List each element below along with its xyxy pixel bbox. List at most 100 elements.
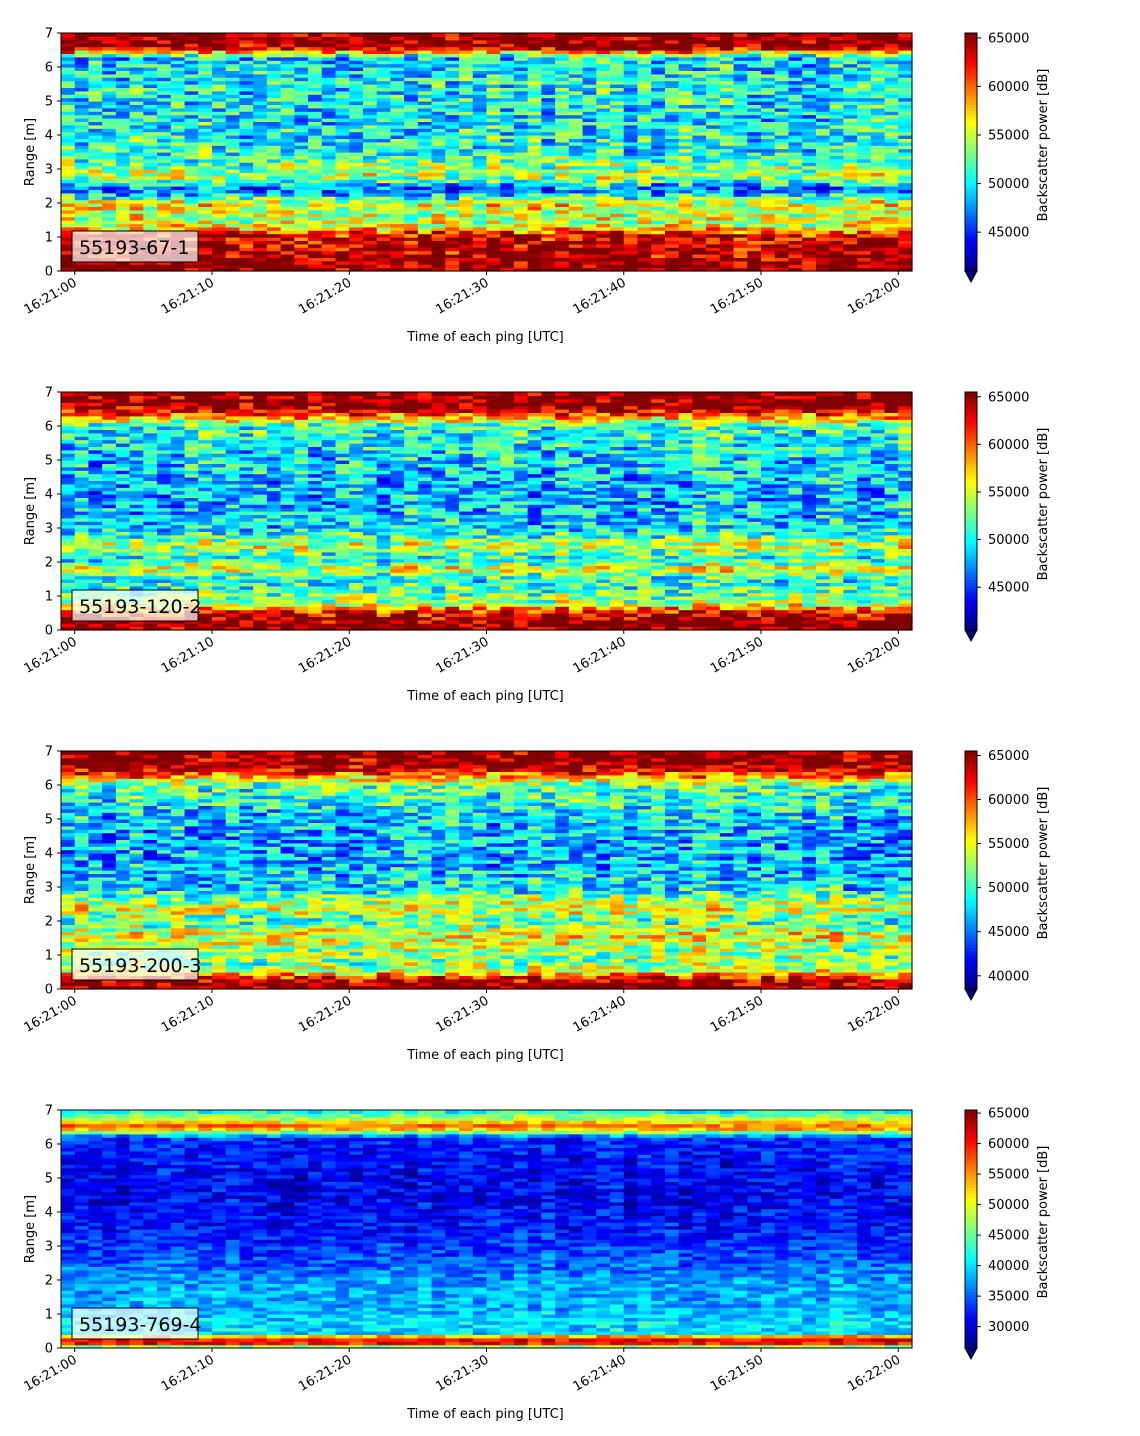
heatmap-cell [843,121,858,126]
heatmap-cell [102,572,117,577]
heatmap-cell [596,97,611,102]
heatmap-cell [129,460,144,464]
heatmap-cell [513,192,529,197]
heatmap-cell [486,199,501,204]
heatmap-cell [843,243,858,248]
heatmap-cell [610,135,625,139]
heatmap-cell [596,36,611,41]
heatmap-cell [610,196,625,201]
heatmap-cell [74,131,90,136]
heatmap-cell [239,145,254,150]
heatmap-cell [143,63,158,68]
heatmap-cell [445,250,460,255]
heatmap-cell [472,209,488,214]
heatmap-cell [596,39,611,44]
heatmap-cell [857,73,872,78]
heatmap-cell [459,206,474,211]
heatmap-cell [417,230,433,235]
heatmap-cell [280,162,295,167]
heatmap-cell [74,155,90,160]
heatmap-cell [280,264,295,269]
heatmap-cell [404,50,419,54]
heatmap-cell [582,43,597,48]
heatmap-cell [610,87,625,92]
heatmap-cell [404,145,419,150]
heatmap-cell [102,63,117,68]
heatmap-cell [239,172,254,177]
heatmap-cell [404,46,419,51]
heatmap-cell [431,240,446,245]
heatmap-cell [157,155,172,160]
heatmap-cell [692,237,707,241]
heatmap-cell [459,257,474,262]
heatmap-cell [692,206,707,211]
heatmap-cell [706,135,721,139]
heatmap-cell [129,395,144,400]
heatmap-cell [198,186,213,190]
heatmap-cell [239,230,254,235]
heatmap-cell [239,77,254,82]
heatmap-cell [225,260,241,265]
heatmap-cell [692,182,707,187]
heatmap-cell [445,70,460,75]
heatmap-cell [706,158,721,163]
heatmap-cell [582,254,597,258]
heatmap-cell [417,111,433,116]
heatmap-cell [431,67,446,71]
colorbar-segment [965,229,977,233]
heatmap-cell [129,84,144,88]
heatmap-cell [459,250,474,255]
heatmap-cell [225,186,241,190]
heatmap-cell [610,158,625,163]
heatmap-cell [184,169,199,173]
heatmap-cell [115,264,131,269]
heatmap-cell [513,148,529,153]
heatmap-cell [898,114,913,119]
heatmap-cell [664,199,680,204]
heatmap-cell [143,558,158,563]
heatmap-cell [74,460,90,464]
heatmap-cell [115,412,131,417]
heatmap-cell [404,223,419,228]
heatmap-cell [898,250,913,255]
heatmap-cell [623,87,639,92]
heatmap-cell [472,196,488,201]
heatmap-cell [568,172,584,177]
heatmap-cell [102,121,117,126]
heatmap-cell [733,243,748,248]
heatmap-cell [472,87,488,92]
heatmap-cell [102,521,117,526]
heatmap-cell [788,216,803,221]
heatmap-cell [445,80,460,85]
heatmap-cell [431,124,446,129]
heatmap-cell [198,230,213,235]
heatmap-cell [472,186,488,190]
heatmap-cell [815,111,831,116]
heatmap-cell [239,141,254,146]
heatmap-cell [239,152,254,156]
heatmap-cell [582,90,597,95]
heatmap-cell [74,623,90,628]
heatmap-cell [115,436,131,441]
heatmap-cell [266,260,282,265]
heatmap-cell [404,118,419,122]
heatmap-cell [362,175,378,180]
heatmap-cell [129,511,144,515]
heatmap-cell [898,121,913,126]
heatmap-cell [857,121,872,126]
heatmap-cell [664,257,680,262]
heatmap-cell [843,73,858,78]
heatmap-cell [157,579,172,583]
heatmap-cell [815,70,831,75]
heatmap-cell [774,172,790,177]
heatmap-cell [596,56,611,61]
heatmap-cell [486,94,501,99]
heatmap-cell [308,243,323,248]
heatmap-cell [459,114,474,119]
heatmap-cell [651,192,666,197]
heatmap-cell [692,233,707,238]
heatmap-cell [390,46,405,51]
heatmap-cell [678,243,693,248]
heatmap-cell [637,114,652,119]
heatmap-cell [719,254,735,258]
